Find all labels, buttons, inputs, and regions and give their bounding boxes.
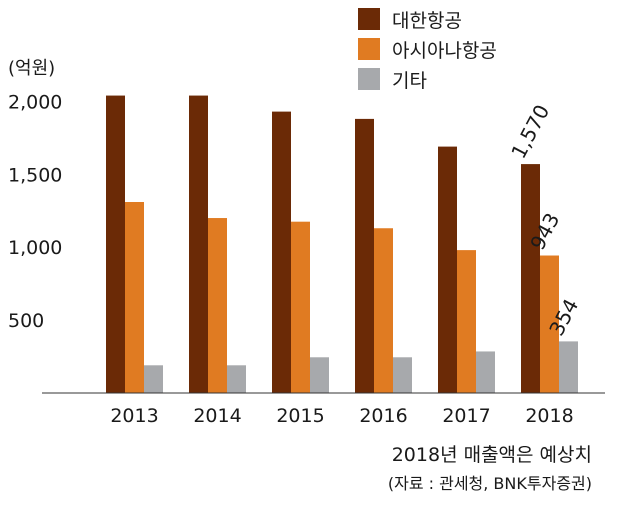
bar-2016-series-0 bbox=[355, 118, 374, 393]
legend-swatch bbox=[358, 68, 380, 90]
y-tick-label: 1,000 bbox=[8, 237, 62, 259]
legend-swatch bbox=[358, 8, 380, 30]
bar-2015-series-0 bbox=[272, 111, 291, 393]
y-tick-label: 500 bbox=[8, 310, 44, 332]
x-tick-label: 2017 bbox=[442, 405, 490, 427]
y-axis-unit-label: (억원) bbox=[8, 58, 55, 79]
chart-note: 2018년 매출액은 예상치 bbox=[391, 444, 592, 466]
bar-2014-series-0 bbox=[189, 95, 208, 394]
legend-swatch bbox=[358, 38, 380, 60]
bar-2014-series-2 bbox=[227, 365, 246, 393]
bar-2013-series-0 bbox=[106, 95, 125, 394]
bar-2013-series-1 bbox=[125, 202, 144, 393]
bar-2018-series-1 bbox=[540, 255, 559, 393]
bar-2018-series-0 bbox=[521, 164, 540, 393]
x-axis: 2013 2014 2015 2016 2017 2018 bbox=[110, 405, 573, 427]
bar-2017-series-1 bbox=[457, 250, 476, 393]
bar-2018-series-2 bbox=[559, 341, 578, 393]
bar-2015-series-2 bbox=[310, 357, 329, 393]
y-tick-label: 2,000 bbox=[8, 91, 62, 113]
y-tick-label: 1,500 bbox=[8, 164, 62, 186]
x-tick-label: 2016 bbox=[359, 405, 407, 427]
bar-2015-series-1 bbox=[291, 221, 310, 393]
x-tick-label: 2015 bbox=[276, 405, 324, 427]
legend-label: 아시아나항공 bbox=[392, 40, 497, 62]
bar-2013-series-2 bbox=[144, 365, 163, 393]
legend-label: 대한항공 bbox=[392, 10, 462, 32]
bar-2017-series-0 bbox=[438, 146, 457, 393]
bar-2017-series-2 bbox=[476, 351, 495, 393]
bars bbox=[106, 95, 578, 394]
data-label: 1,570 bbox=[506, 101, 554, 163]
x-tick-label: 2013 bbox=[110, 405, 158, 427]
x-tick-label: 2018 bbox=[525, 405, 573, 427]
legend-label: 기타 bbox=[392, 70, 427, 92]
source-note: (자료 : 관세청, BNK투자증권) bbox=[387, 474, 592, 493]
x-tick-label: 2014 bbox=[193, 405, 241, 427]
bar-2016-series-1 bbox=[374, 228, 393, 393]
bar-2016-series-2 bbox=[393, 357, 412, 393]
bar-2014-series-1 bbox=[208, 218, 227, 393]
y-axis: 500 1,000 1,500 2,000 bbox=[8, 91, 62, 332]
